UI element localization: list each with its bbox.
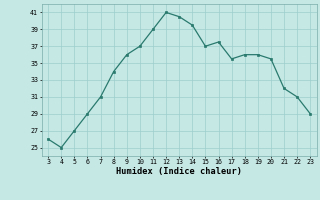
X-axis label: Humidex (Indice chaleur): Humidex (Indice chaleur) — [116, 167, 242, 176]
